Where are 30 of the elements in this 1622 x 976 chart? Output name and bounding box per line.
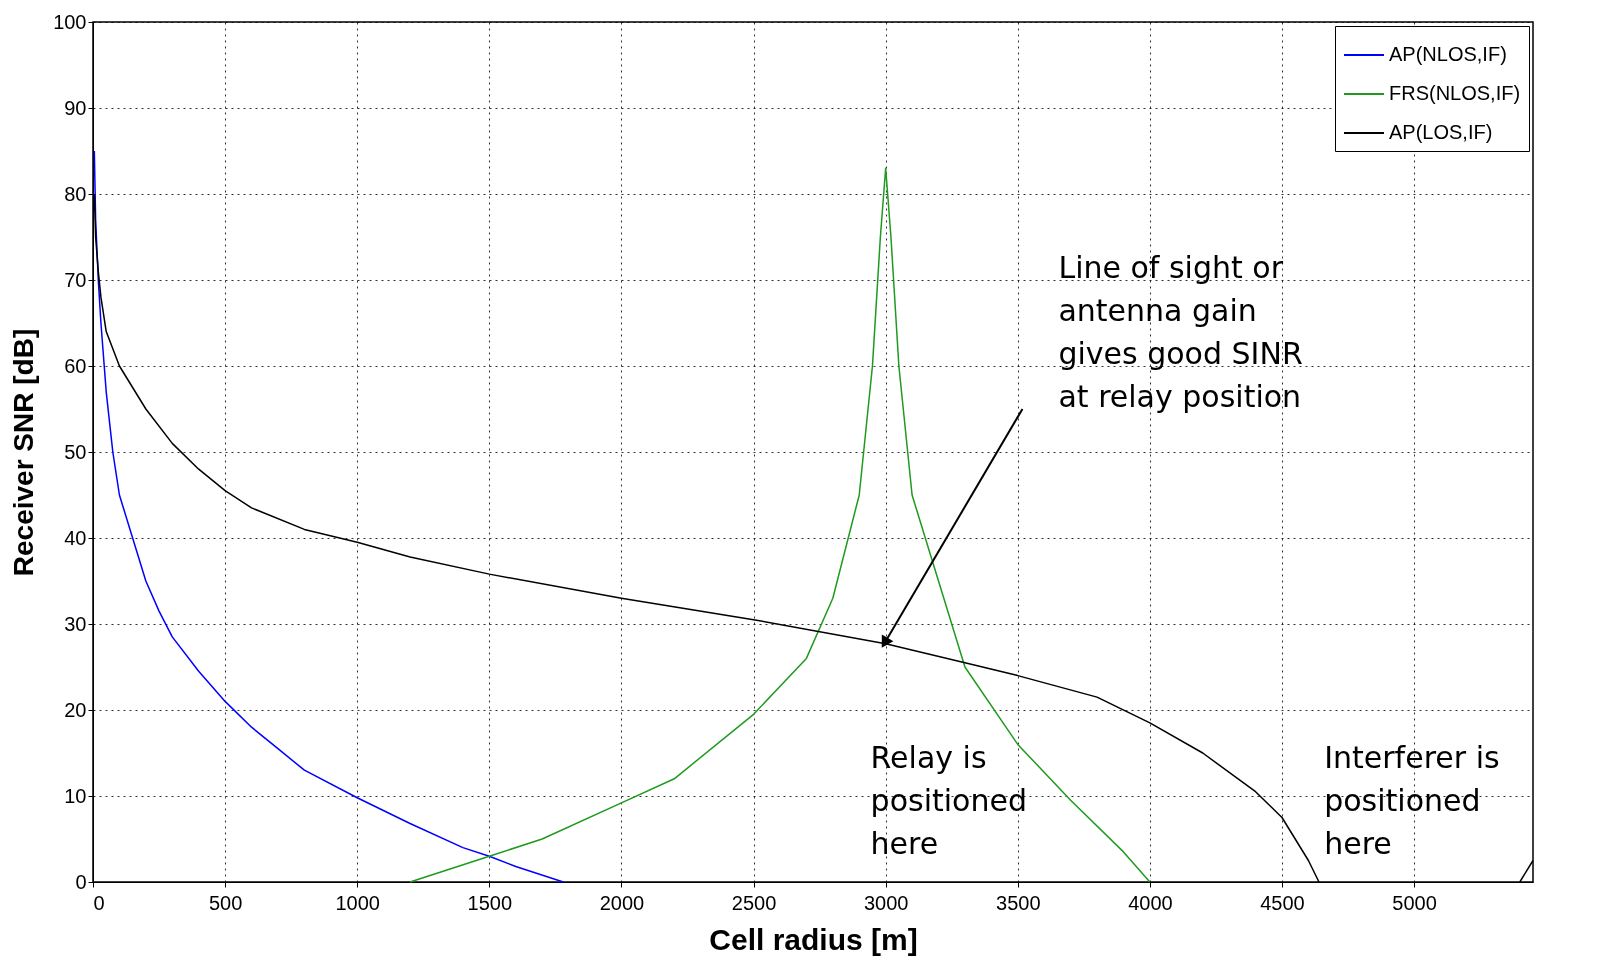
x-tick-label: 4000 bbox=[1128, 891, 1173, 914]
y-tick-label: 70 bbox=[64, 268, 87, 291]
legend-label: FRS(NLOS,IF) bbox=[1389, 82, 1521, 104]
x-tick-label: 1000 bbox=[335, 891, 380, 914]
legend-label: AP(LOS,IF) bbox=[1389, 121, 1493, 143]
x-tick-label: 500 bbox=[208, 891, 243, 914]
annotation: Relay is positioned here bbox=[870, 740, 1027, 862]
y-tick-label: 20 bbox=[64, 698, 87, 721]
x-tick-label: 3500 bbox=[996, 891, 1041, 914]
y-tick-label: 50 bbox=[64, 440, 87, 463]
y-axis-title: Receiver SNR [dB] bbox=[8, 328, 40, 577]
x-tick-label: 1500 bbox=[467, 891, 513, 914]
x-axis-title: Cell radius [m] bbox=[709, 922, 918, 956]
y-tick-label: 0 bbox=[75, 870, 87, 893]
legend-label: AP(NLOS,IF) bbox=[1389, 43, 1507, 65]
annotation: Interferer is positioned here bbox=[1324, 740, 1500, 862]
x-tick-label: 5000 bbox=[1392, 891, 1437, 914]
x-tick-label: 4500 bbox=[1260, 891, 1305, 914]
y-tick-label: 30 bbox=[64, 612, 87, 635]
x-tick-label: 2000 bbox=[599, 891, 645, 914]
x-tick-label: 2500 bbox=[731, 891, 777, 914]
y-tick-label: 40 bbox=[64, 526, 87, 549]
y-tick-label: 100 bbox=[53, 10, 87, 33]
y-tick-label: 60 bbox=[64, 354, 87, 377]
y-tick-label: 90 bbox=[64, 96, 87, 119]
y-tick-label: 10 bbox=[64, 784, 87, 807]
x-tick-label: 3000 bbox=[863, 891, 909, 914]
x-tick-label: 0 bbox=[93, 891, 105, 914]
y-tick-label: 80 bbox=[64, 182, 87, 205]
annotation: Line of sight or antenna gain gives good SINR at relay position bbox=[1058, 250, 1303, 415]
